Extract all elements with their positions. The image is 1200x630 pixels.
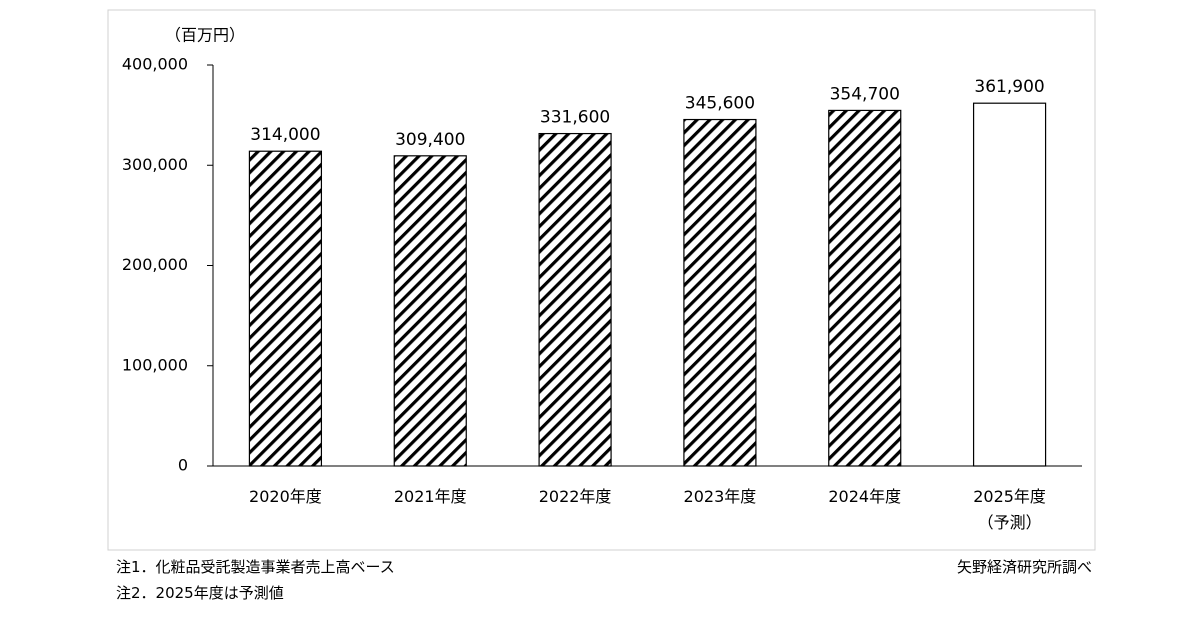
chart-frame	[107, 9, 1096, 551]
value-label: 309,400	[395, 130, 465, 150]
x-tick-label: 2020年度	[249, 487, 322, 506]
unit-label: （百万円）	[165, 26, 245, 45]
value-label: 314,000	[250, 125, 320, 145]
y-tick-label: 100,000	[122, 355, 188, 374]
value-label: 361,900	[974, 77, 1044, 97]
x-tick-label: 2021年度	[393, 487, 467, 506]
x-tick-label: 2022年度	[538, 487, 612, 506]
value-label: 331,600	[540, 108, 610, 128]
y-tick-label: 0	[178, 456, 188, 475]
y-tick-label: 200,000	[122, 255, 188, 274]
note: 注2．2025年度は予測値	[116, 584, 284, 602]
x-tick-label: 2023年度	[683, 487, 757, 506]
bar	[393, 155, 467, 467]
y-tick-label: 300,000	[122, 155, 188, 174]
x-tick-label: 2025年度 （予測）	[973, 487, 1046, 532]
y-tick-label: 400,000	[122, 55, 188, 74]
note: 注1．化粧品受託製造事業者売上高ベース	[116, 558, 395, 576]
bar	[972, 102, 1047, 467]
bar	[248, 150, 323, 467]
source: 矢野経済研究所調べ	[956, 558, 1092, 576]
value-label: 345,600	[685, 94, 755, 114]
bar	[828, 109, 902, 467]
bar	[683, 118, 757, 467]
value-label: 354,700	[830, 84, 900, 104]
bar	[538, 132, 612, 467]
x-tick-label: 2024年度	[828, 487, 902, 506]
